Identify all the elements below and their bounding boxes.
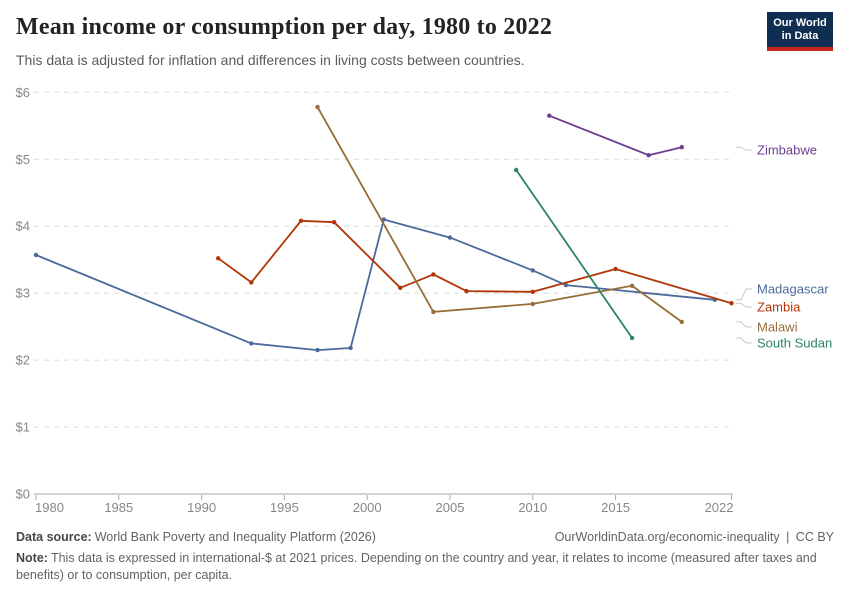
credit-separator: |	[786, 530, 790, 544]
legend-connector-madagascar	[736, 288, 752, 301]
point-malawi[interactable]	[530, 301, 535, 307]
y-tick-label-2: $2	[16, 353, 30, 368]
series-south-sudan: South Sudan	[514, 167, 832, 351]
point-zambia[interactable]	[729, 301, 734, 306]
chart-subtitle: This data is adjusted for inflation and …	[16, 52, 525, 68]
license-link[interactable]: CC BY	[795, 530, 834, 544]
x-axis: 1980 1985 1990 1995 2000 2005 2010 2015 2022	[35, 495, 734, 515]
point-malawi[interactable]	[679, 319, 684, 325]
legend-label-zimbabwe[interactable]: Zimbabwe	[757, 143, 817, 158]
data-source-line: Data source: World Bank Poverty and Inequ…	[16, 530, 376, 544]
credit-line: OurWorldinData.org/economic-inequality |…	[552, 530, 834, 544]
chart-footer: Data source: World Bank Poverty and Inequ…	[16, 530, 834, 584]
owid-logo-line1: Our World	[773, 17, 827, 29]
x-tick-label-1985: 1985	[104, 500, 133, 515]
point-zambia[interactable]	[530, 289, 535, 294]
point-zambia[interactable]	[331, 220, 337, 225]
x-tick-label-2015: 2015	[601, 500, 630, 515]
legend-connector-malawi	[736, 321, 752, 328]
y-tick-label-6: $6	[16, 85, 30, 100]
series-malawi: Malawi	[315, 104, 798, 335]
line-madagascar[interactable]	[35, 218, 716, 352]
y-tick-label-3: $3	[16, 286, 30, 301]
legend-connector-zimbabwe	[736, 146, 752, 151]
legend-label-madagascar[interactable]: Madagascar	[757, 282, 829, 297]
legend-connector-south-sudan	[736, 337, 752, 344]
point-madagascar[interactable]	[447, 235, 453, 240]
note-label: Note:	[16, 551, 48, 565]
point-madagascar[interactable]	[33, 252, 39, 258]
point-zambia[interactable]	[398, 285, 403, 290]
point-malawi[interactable]	[315, 104, 320, 110]
point-zambia[interactable]	[464, 288, 469, 294]
point-madagascar[interactable]	[530, 268, 535, 273]
x-tick-label-2010: 2010	[518, 500, 547, 515]
point-malawi[interactable]	[431, 309, 436, 315]
line-zimbabwe[interactable]	[548, 114, 683, 157]
y-tick-label-0: $0	[16, 487, 30, 502]
point-zambia[interactable]	[431, 272, 436, 277]
y-tick-label-4: $4	[16, 219, 30, 234]
note-line: Note: This data is expressed in internati…	[16, 550, 834, 584]
legend-connector-zambia	[736, 302, 752, 308]
legend-label-malawi[interactable]: Malawi	[757, 320, 798, 335]
point-madagascar[interactable]	[315, 347, 320, 353]
page-title: Mean income or consumption per day, 1980…	[16, 14, 553, 40]
point-zimbabwe[interactable]	[679, 145, 684, 150]
point-zambia[interactable]	[216, 256, 221, 261]
point-zambia[interactable]	[249, 280, 254, 285]
data-source-text: World Bank Poverty and Inequality Platfo…	[94, 530, 376, 544]
point-zambia[interactable]	[298, 218, 304, 223]
y-tick-label-1: $1	[16, 420, 30, 435]
point-zimbabwe[interactable]	[547, 113, 552, 118]
series-madagascar: Madagascar	[33, 217, 829, 353]
point-zambia[interactable]	[613, 266, 618, 272]
x-tick-label-1990: 1990	[187, 500, 216, 515]
x-tick-label-2000: 2000	[353, 500, 382, 515]
owid-logo[interactable]: Our World in Data	[767, 12, 833, 51]
line-malawi[interactable]	[316, 106, 683, 323]
line-south-sudan[interactable]	[515, 169, 633, 339]
x-tick-label-1980: 1980	[35, 500, 64, 515]
point-madagascar[interactable]	[348, 345, 353, 351]
point-madagascar[interactable]	[249, 341, 254, 346]
x-tick-label-2022: 2022	[705, 500, 734, 515]
data-source-label: Data source:	[16, 530, 92, 544]
owid-url-link[interactable]: OurWorldinData.org/economic-inequality	[554, 530, 780, 544]
point-south-sudan[interactable]	[514, 167, 519, 173]
x-tick-label-1995: 1995	[270, 500, 299, 515]
gridlines	[34, 91, 733, 495]
y-tick-label-5: $5	[16, 152, 30, 167]
note-text: This data is expressed in international-…	[16, 551, 817, 582]
point-south-sudan[interactable]	[629, 335, 635, 341]
line-zambia[interactable]	[217, 219, 733, 305]
line-chart: $0 $1 $2 $3 $4 $5 $6 1980 1985 1990 1995 2000 2005 20…	[16, 85, 833, 515]
y-axis: $0 $1 $2 $3 $4 $5 $6	[16, 85, 30, 502]
x-tick-label-2005: 2005	[436, 500, 465, 515]
legend-label-south-sudan[interactable]: South Sudan	[757, 336, 832, 351]
series-zimbabwe: Zimbabwe	[547, 113, 817, 158]
point-malawi[interactable]	[629, 283, 635, 288]
point-madagascar[interactable]	[563, 282, 569, 288]
point-zimbabwe[interactable]	[646, 153, 651, 158]
owid-logo-line2: in Data	[781, 30, 819, 42]
legend-label-zambia[interactable]: Zambia	[757, 300, 801, 315]
